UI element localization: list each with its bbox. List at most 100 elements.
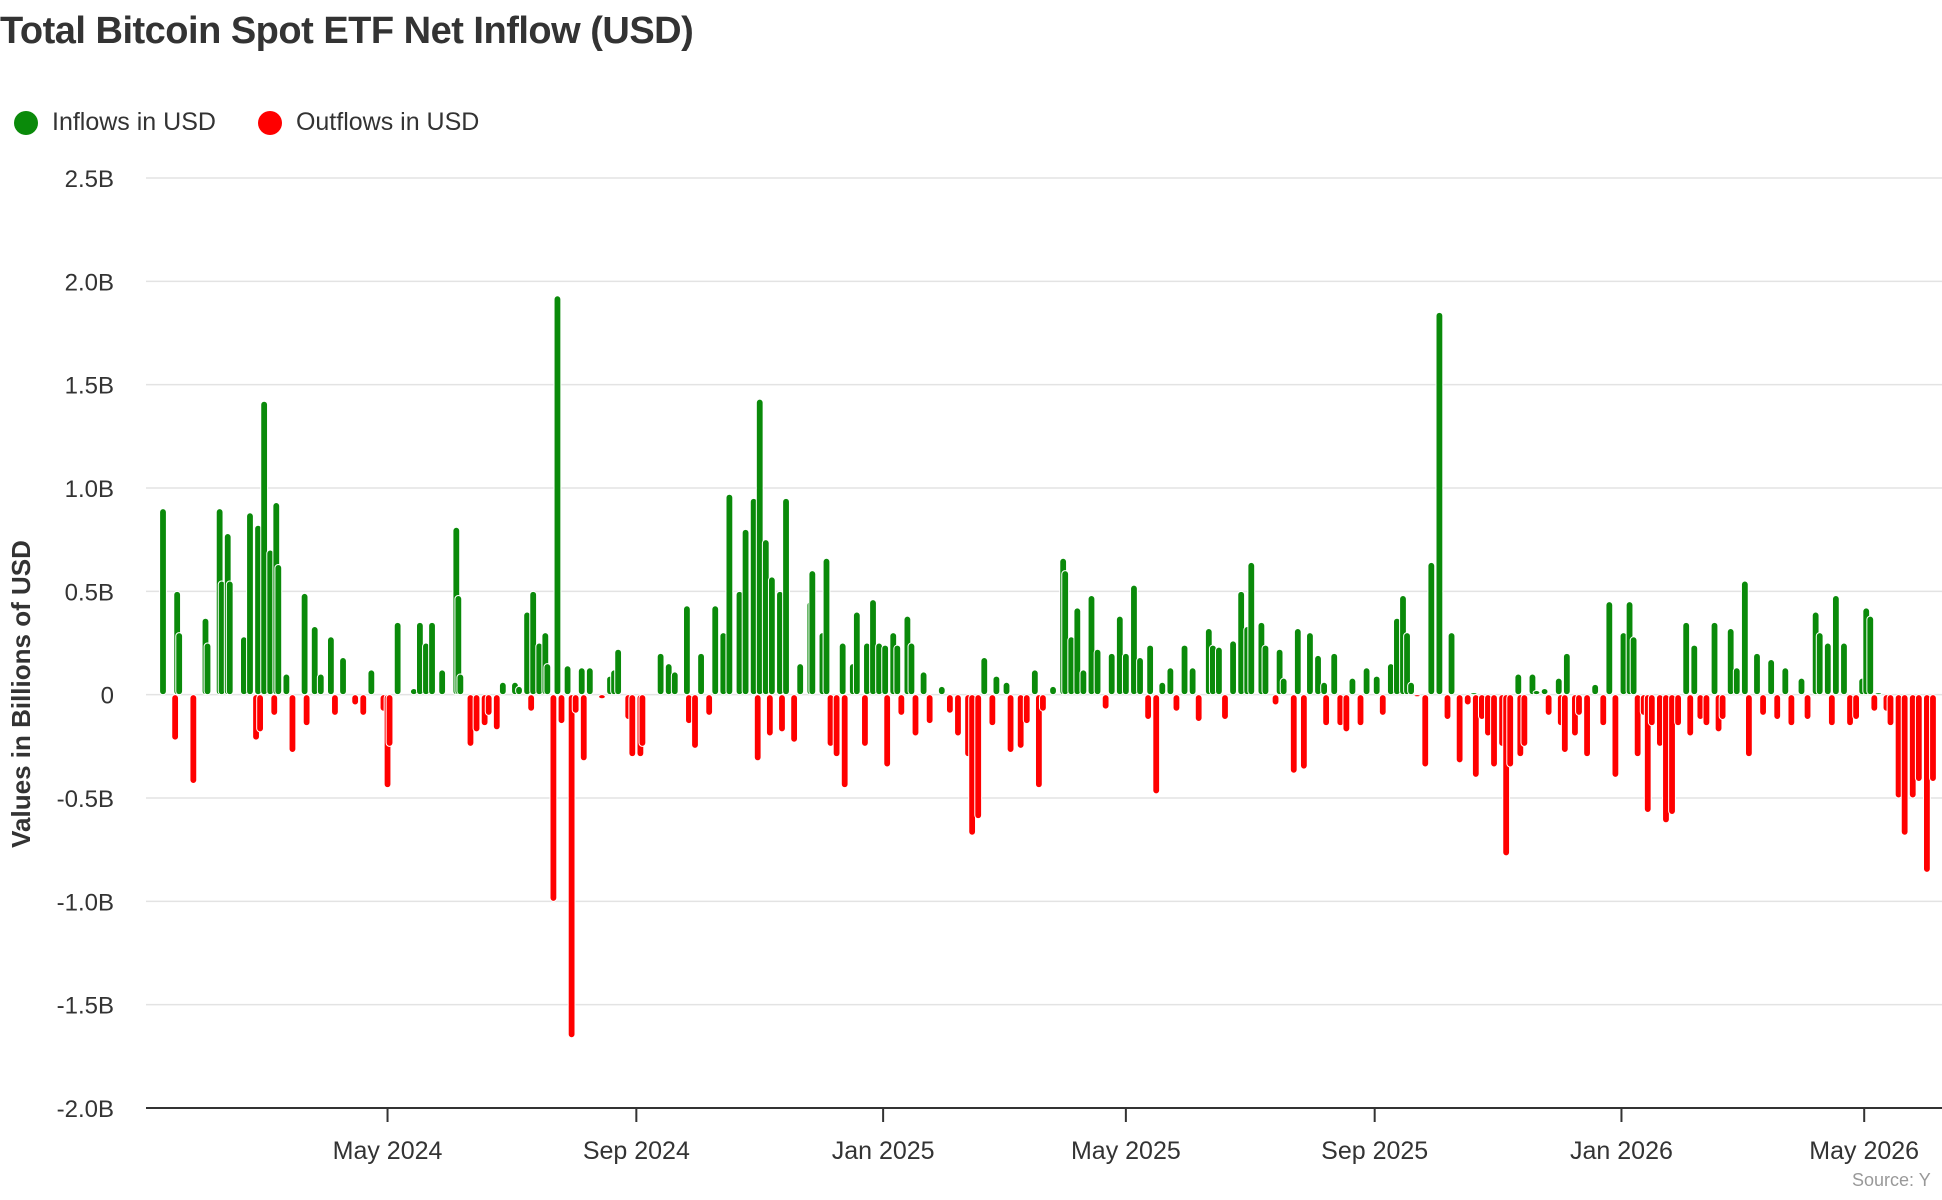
- inflow-bar[interactable]: [225, 580, 234, 696]
- inflow-bar[interactable]: [893, 644, 902, 696]
- outflow-bar[interactable]: [1101, 694, 1110, 710]
- inflow-bar[interactable]: [670, 671, 679, 696]
- outflow-bar[interactable]: [331, 694, 339, 716]
- outflow-bar[interactable]: [1172, 694, 1181, 712]
- inflow-bar[interactable]: [1079, 669, 1088, 696]
- inflow-bar[interactable]: [1362, 667, 1371, 696]
- outflow-bar[interactable]: [359, 694, 368, 716]
- inflow-bar[interactable]: [159, 508, 167, 696]
- inflow-bar[interactable]: [1261, 644, 1270, 696]
- outflow-bar[interactable]: [1221, 694, 1229, 720]
- outflow-bar[interactable]: [1787, 694, 1796, 727]
- outflow-bar[interactable]: [705, 694, 714, 716]
- outflow-bar[interactable]: [1506, 694, 1515, 768]
- outflow-bar[interactable]: [1886, 694, 1895, 727]
- inflow-bar[interactable]: [1166, 667, 1175, 696]
- inflow-bar[interactable]: [438, 669, 447, 696]
- outflow-bar[interactable]: [171, 694, 180, 741]
- outflow-bar[interactable]: [1544, 694, 1553, 716]
- outflow-bar[interactable]: [753, 694, 762, 762]
- outflow-bar[interactable]: [1322, 694, 1331, 727]
- outflow-bar[interactable]: [270, 694, 279, 716]
- inflow-bar[interactable]: [1314, 654, 1322, 696]
- outflow-bar[interactable]: [897, 694, 906, 716]
- inflow-bar[interactable]: [614, 648, 623, 696]
- inflow-bar[interactable]: [852, 611, 861, 696]
- inflow-bar[interactable]: [553, 295, 562, 696]
- outflow-bar[interactable]: [1356, 694, 1365, 727]
- inflow-bar[interactable]: [919, 671, 928, 696]
- outflow-bar[interactable]: [1852, 694, 1861, 720]
- inflow-bar[interactable]: [937, 685, 946, 696]
- inflow-bar[interactable]: [203, 642, 212, 696]
- inflow-bar[interactable]: [367, 669, 376, 696]
- inflow-bar[interactable]: [543, 663, 552, 696]
- inflow-bar[interactable]: [808, 570, 817, 696]
- inflow-bar[interactable]: [1030, 669, 1039, 696]
- inflow-bar[interactable]: [1247, 561, 1256, 696]
- outflow-bar[interactable]: [691, 694, 699, 749]
- inflow-bar[interactable]: [1188, 667, 1197, 696]
- inflow-bar[interactable]: [1087, 594, 1096, 696]
- outflow-bar[interactable]: [1744, 694, 1753, 758]
- outflow-bar[interactable]: [1443, 694, 1452, 720]
- outflow-bar[interactable]: [527, 694, 536, 712]
- inflow-bar[interactable]: [1540, 687, 1549, 696]
- inflow-bar[interactable]: [1767, 659, 1776, 696]
- outflow-bar[interactable]: [1827, 694, 1836, 727]
- inflow-bar[interactable]: [1554, 677, 1563, 696]
- outflow-bar[interactable]: [1560, 694, 1569, 754]
- outflow-bar[interactable]: [1803, 694, 1812, 720]
- outflow-bar[interactable]: [472, 694, 481, 733]
- inflow-bar[interactable]: [1874, 692, 1883, 696]
- inflow-bar[interactable]: [1591, 683, 1600, 696]
- outflow-bar[interactable]: [1923, 694, 1931, 873]
- outflow-bar[interactable]: [790, 694, 799, 743]
- outflow-bar[interactable]: [549, 694, 558, 902]
- inflow-bar[interactable]: [881, 644, 890, 696]
- outflow-bar[interactable]: [1421, 694, 1430, 768]
- inflow-bar[interactable]: [1320, 681, 1329, 696]
- legend-item-inflows[interactable]: Inflows in USD: [14, 108, 216, 137]
- outflow-bar[interactable]: [1611, 694, 1620, 778]
- outflow-bar[interactable]: [385, 694, 394, 747]
- outflow-bar[interactable]: [765, 694, 774, 737]
- inflow-bar[interactable]: [782, 497, 790, 696]
- outflow-bar[interactable]: [1299, 694, 1308, 770]
- inflow-bar[interactable]: [822, 557, 831, 696]
- inflow-bar[interactable]: [1532, 690, 1541, 696]
- outflow-bar[interactable]: [954, 694, 962, 737]
- inflow-bar[interactable]: [1740, 580, 1749, 696]
- outflow-bar[interactable]: [945, 694, 954, 714]
- outflow-bar[interactable]: [1929, 694, 1937, 782]
- inflow-bar[interactable]: [980, 656, 989, 696]
- inflow-bar[interactable]: [1049, 685, 1057, 696]
- outflow-bar[interactable]: [925, 694, 934, 725]
- outflow-bar[interactable]: [1378, 694, 1387, 716]
- outflow-bar[interactable]: [1575, 694, 1583, 716]
- inflow-bar[interactable]: [1372, 675, 1381, 696]
- outflow-bar[interactable]: [1144, 694, 1153, 720]
- inflow-bar[interactable]: [1073, 607, 1082, 696]
- outflow-bar[interactable]: [1900, 694, 1909, 836]
- inflow-bar[interactable]: [1528, 673, 1537, 696]
- inflow-bar[interactable]: [1514, 673, 1523, 696]
- inflow-bar[interactable]: [1732, 667, 1741, 696]
- outflow-bar[interactable]: [638, 694, 647, 747]
- outflow-bar[interactable]: [492, 694, 501, 731]
- inflow-bar[interactable]: [1562, 652, 1571, 696]
- inflow-bar[interactable]: [1121, 652, 1130, 696]
- outflow-bar[interactable]: [1271, 694, 1280, 706]
- outflow-bar[interactable]: [351, 694, 360, 706]
- inflow-bar[interactable]: [260, 400, 269, 696]
- inflow-bar[interactable]: [1427, 561, 1436, 696]
- outflow-bar[interactable]: [1599, 694, 1608, 727]
- outflow-bar[interactable]: [1668, 694, 1676, 816]
- inflow-bar[interactable]: [1866, 615, 1875, 696]
- inflow-bar[interactable]: [1158, 681, 1167, 696]
- outflow-bar[interactable]: [1633, 694, 1642, 758]
- inflow-bar[interactable]: [1753, 652, 1761, 696]
- outflow-bar[interactable]: [1759, 694, 1767, 716]
- inflow-bar[interactable]: [1348, 677, 1357, 696]
- inflow-bar[interactable]: [428, 621, 436, 696]
